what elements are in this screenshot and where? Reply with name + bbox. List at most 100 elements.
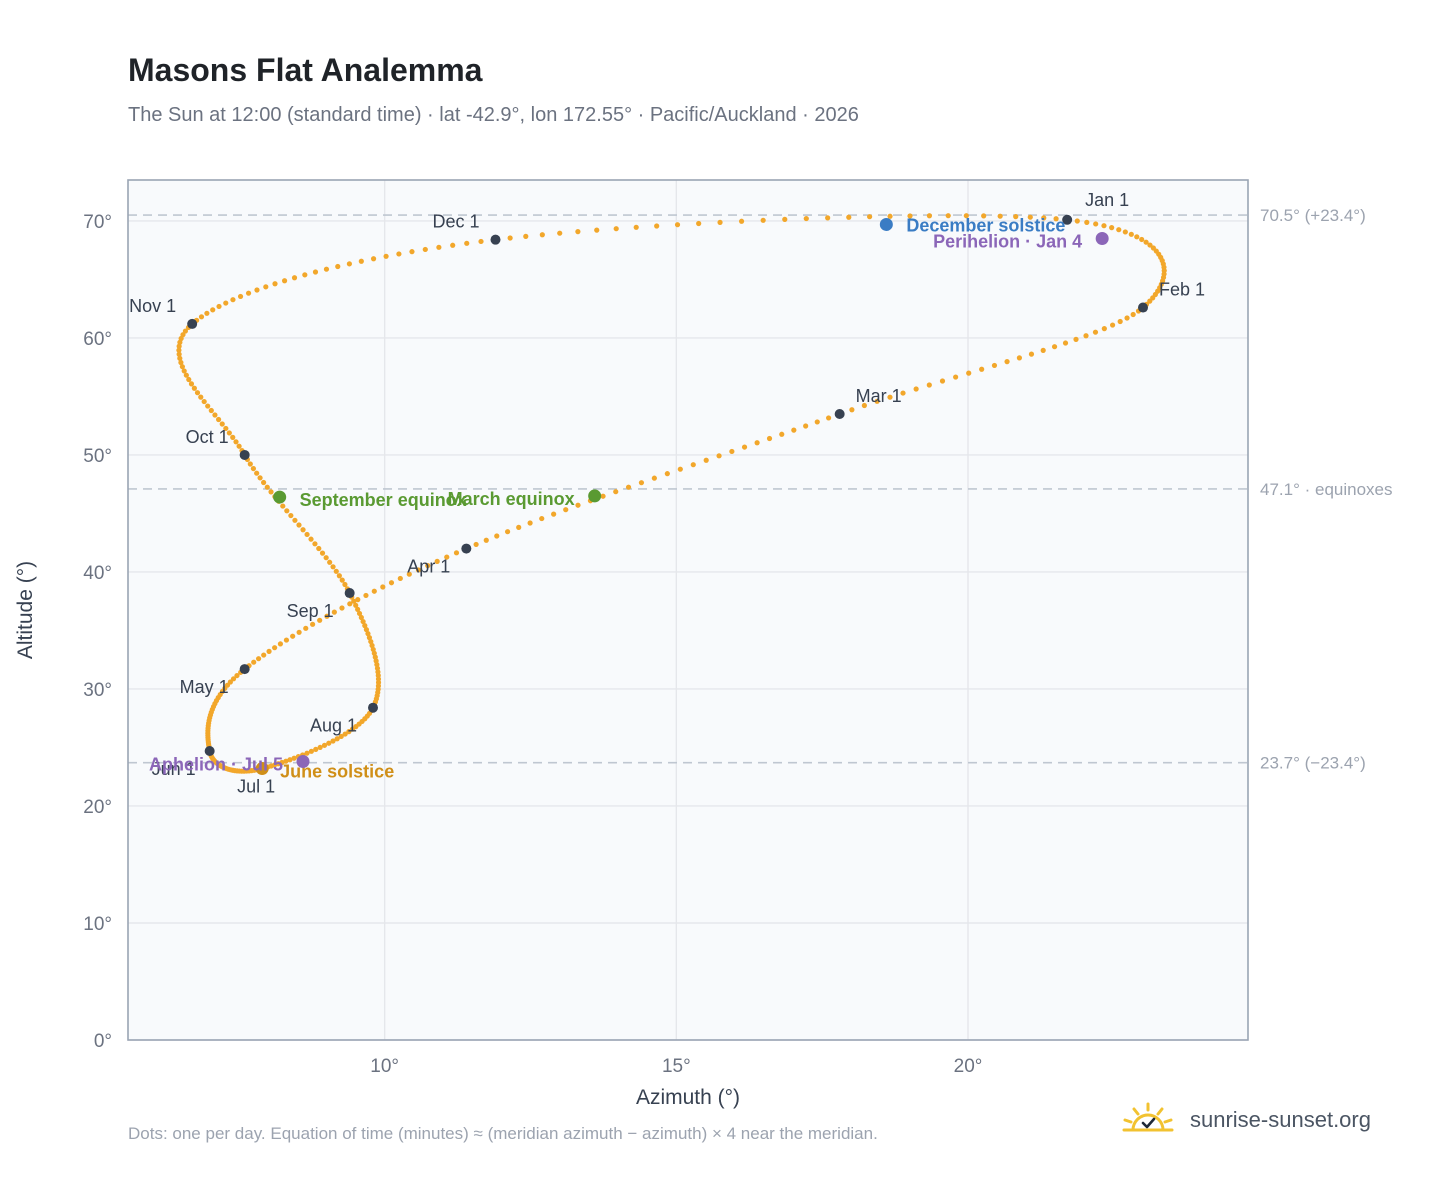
day-dot <box>219 421 225 427</box>
day-dot <box>422 246 428 253</box>
day-dot <box>380 584 386 590</box>
day-dot <box>741 444 748 450</box>
day-dot <box>1084 219 1090 225</box>
day-dot <box>444 554 450 560</box>
event-marker <box>588 489 602 503</box>
day-dot <box>268 489 274 495</box>
month-label: Nov 1 <box>129 296 176 316</box>
day-dot <box>303 625 309 631</box>
y-tick-label: 20° <box>83 797 112 818</box>
day-dot <box>365 631 371 637</box>
day-dot <box>1109 225 1115 231</box>
day-dot <box>355 597 361 603</box>
day-dot <box>287 757 293 763</box>
day-dot <box>803 423 809 429</box>
y-tick-label: 70° <box>83 212 112 233</box>
day-dot <box>326 740 332 746</box>
y-tick-label: 10° <box>83 914 112 935</box>
day-dot <box>523 233 529 239</box>
day-dot <box>478 238 484 245</box>
day-dot <box>371 588 377 594</box>
day-dot <box>690 462 696 468</box>
day-dot <box>255 656 262 662</box>
day-dot <box>180 332 186 338</box>
day-dot <box>406 571 412 577</box>
event-label: June solstice <box>280 762 394 782</box>
grid-layer <box>128 180 1248 1041</box>
day-dot <box>264 484 270 490</box>
brand-name: sunrise-sunset.org <box>1190 1107 1371 1132</box>
day-dot <box>312 541 318 547</box>
day-dot <box>1147 298 1153 304</box>
day-dot <box>198 394 204 400</box>
day-dot <box>991 362 998 369</box>
brand-logo[interactable]: sunrise-sunset.org <box>1120 1100 1371 1140</box>
day-dot <box>383 253 389 259</box>
day-dot <box>539 232 545 238</box>
day-dot <box>216 303 222 310</box>
day-dot <box>304 531 310 538</box>
day-dot <box>369 642 375 649</box>
day-dot <box>247 461 253 467</box>
day-dot <box>504 529 511 535</box>
day-dot <box>254 470 260 476</box>
day-dot <box>351 598 357 604</box>
day-dot <box>826 415 832 421</box>
day-dot <box>358 614 364 621</box>
day-dot <box>654 223 660 229</box>
x-tick-label: 10° <box>370 1056 399 1077</box>
month-marker <box>834 409 845 420</box>
day-dot <box>907 213 913 219</box>
day-dot <box>230 297 236 303</box>
day-dot <box>754 440 760 446</box>
day-dot <box>1053 216 1059 222</box>
day-dot <box>939 378 946 384</box>
day-dot <box>215 416 222 423</box>
day-dot <box>251 659 257 665</box>
day-dot <box>363 627 370 633</box>
day-dot <box>331 609 337 615</box>
day-dot <box>557 230 563 236</box>
day-dot <box>312 269 319 275</box>
day-dot <box>388 580 395 586</box>
day-dot <box>867 214 873 220</box>
month-marker <box>490 234 501 245</box>
day-dot <box>450 242 456 248</box>
day-dot <box>330 738 336 744</box>
event-label: September equinox <box>300 490 467 510</box>
day-dot <box>234 672 240 679</box>
day-dot <box>563 507 569 513</box>
day-dot <box>363 592 369 599</box>
y-tick-label: 30° <box>83 680 112 701</box>
chart-subtitle: The Sun at 12:00 (standard time) · lat -… <box>128 104 859 126</box>
day-dot <box>188 381 195 387</box>
day-dot <box>1139 236 1145 243</box>
day-dot <box>703 457 709 463</box>
x-axis-title: Azimuth (°) <box>636 1086 740 1109</box>
month-marker <box>1138 302 1148 313</box>
day-dot <box>250 465 257 472</box>
day-dot <box>638 480 645 486</box>
month-marker <box>239 449 250 460</box>
day-dot <box>1013 214 1019 220</box>
day-dot <box>342 581 348 588</box>
day-dot <box>230 434 236 440</box>
day-dot <box>779 431 785 437</box>
day-dot <box>366 635 373 641</box>
day-dot <box>1101 223 1107 229</box>
day-dot <box>333 568 339 574</box>
day-dot <box>453 550 460 556</box>
sun-logo-icon <box>1122 1102 1174 1132</box>
day-dot <box>651 475 657 481</box>
day-dot <box>483 537 489 543</box>
month-marker <box>1062 214 1073 225</box>
day-dot <box>1073 336 1079 342</box>
day-dot <box>633 224 639 230</box>
day-dot <box>290 633 296 639</box>
day-dot <box>176 347 182 353</box>
day-dot <box>527 520 533 526</box>
day-dot <box>464 240 470 246</box>
month-label: Dec 1 <box>432 212 479 232</box>
